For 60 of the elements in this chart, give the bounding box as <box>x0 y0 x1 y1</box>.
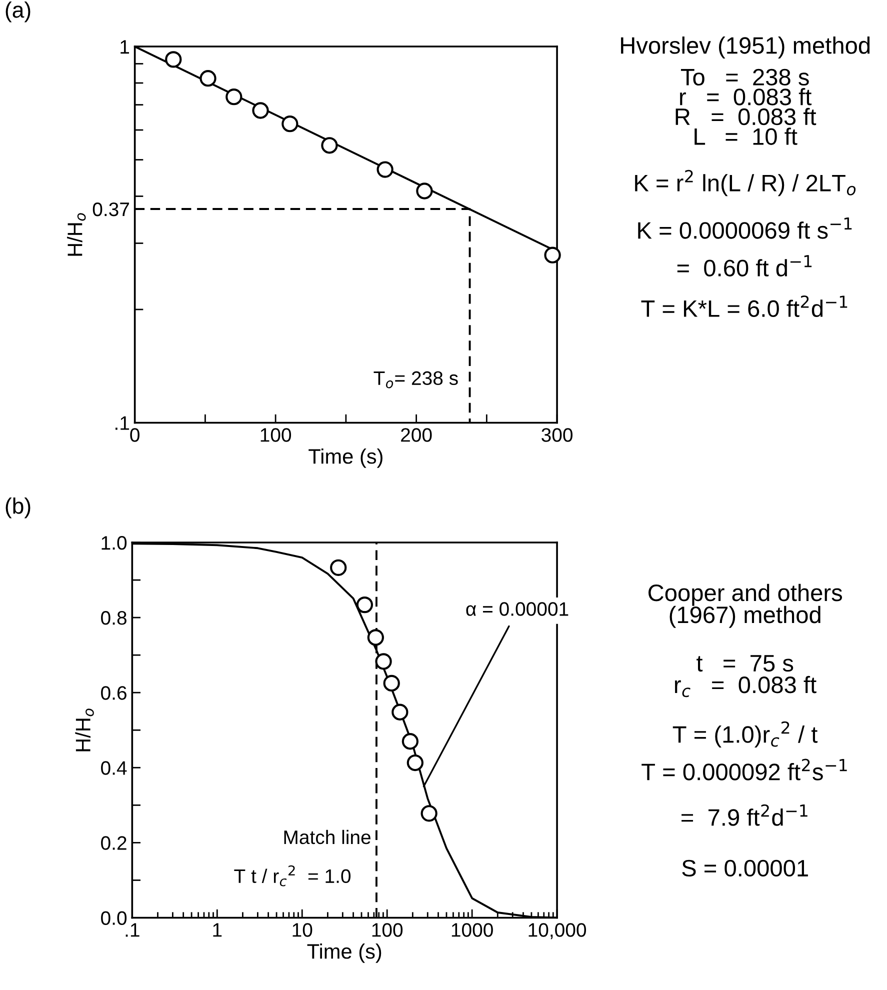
point <box>165 51 182 68</box>
point <box>392 704 408 720</box>
x-axis-title: Time (s) <box>308 448 382 468</box>
text: T = 0.000092 ft$^{2}$s$^{−1}$ <box>642 758 847 780</box>
text: r = 0.083 ft <box>680 88 812 106</box>
y-tick-label: 0.37 <box>92 202 129 216</box>
ref-line-label: Match line <box>284 830 370 844</box>
x-tick-label: 1000 <box>452 923 493 937</box>
text: S = 0.00001 <box>682 860 808 877</box>
point <box>200 70 216 87</box>
annotation: T$_{o}$= 238 s <box>374 371 458 388</box>
x-tick-label: 100 <box>260 428 292 442</box>
text: T = K*L = 6.0 ft$^{2}$d$^{−1}$ <box>641 295 848 318</box>
text: L = 10 ft <box>694 128 798 145</box>
x-tick-label: 100 <box>372 923 403 937</box>
text: r$_{c}$ = 0.083 ft <box>674 676 816 698</box>
point <box>321 137 338 154</box>
text: To = 238 s <box>680 68 809 86</box>
text: T = (1.0)r$_{c}$$^{2}$ / t <box>672 721 818 748</box>
text: R = 0.083 ft <box>676 108 816 126</box>
point <box>226 88 242 106</box>
point <box>356 596 374 614</box>
chart-title: (b) <box>6 498 30 518</box>
point <box>282 116 298 132</box>
x-tick-label: 200 <box>401 428 432 442</box>
y-tick-label: 0.8 <box>101 611 126 625</box>
text: t = 75 s <box>696 655 794 672</box>
point <box>375 653 392 670</box>
point <box>376 161 394 178</box>
y-axis-title: H/H$_{o}$ <box>75 708 94 752</box>
text: = 7.9 ft$^{2}$d$^{−1}$ <box>682 804 808 826</box>
y-tick-label: 0.4 <box>101 761 127 775</box>
y-tick-label: .1 <box>116 416 130 430</box>
x-tick-label: 10,000 <box>528 923 586 940</box>
x-tick-label: 1 <box>213 923 222 937</box>
point <box>544 246 561 264</box>
point <box>416 182 433 200</box>
y-tick-label: 1 <box>120 40 130 54</box>
x-tick-label: 10 <box>292 923 312 937</box>
chart-title: (a) <box>6 2 30 22</box>
x-axis-title: Time (s) <box>307 943 382 963</box>
x-tick-label: 0 <box>130 428 140 442</box>
point <box>420 805 438 822</box>
y-axis-title: H/H$_{o}$ <box>67 213 86 256</box>
x-tick-label: 300 <box>542 428 572 442</box>
point <box>402 733 419 750</box>
text: K = 0.0000069 ft s$^{−1}$ <box>638 218 852 239</box>
text: Hvorslev (1951) method <box>621 36 870 59</box>
y-tick-label: 0.0 <box>101 911 127 925</box>
annotation: α = 0.00001 <box>466 602 568 616</box>
y-tick-label: 0.6 <box>101 686 126 700</box>
y-tick-label: 0.2 <box>101 836 126 850</box>
text: = 0.60 ft d$^{−1}$ <box>677 255 812 276</box>
text: K = r$^{2}$ ln(L / R) / 2LT$_{o}$ <box>635 170 856 196</box>
point <box>383 674 400 692</box>
text: Cooper and others (1967) method <box>648 584 842 628</box>
point <box>252 102 269 119</box>
y-tick-label: 1.0 <box>102 536 127 550</box>
x-tick-label: .1 <box>126 923 140 937</box>
annotation: T t / r$_{c}$$^{2}$ = 1.0 <box>234 865 351 886</box>
